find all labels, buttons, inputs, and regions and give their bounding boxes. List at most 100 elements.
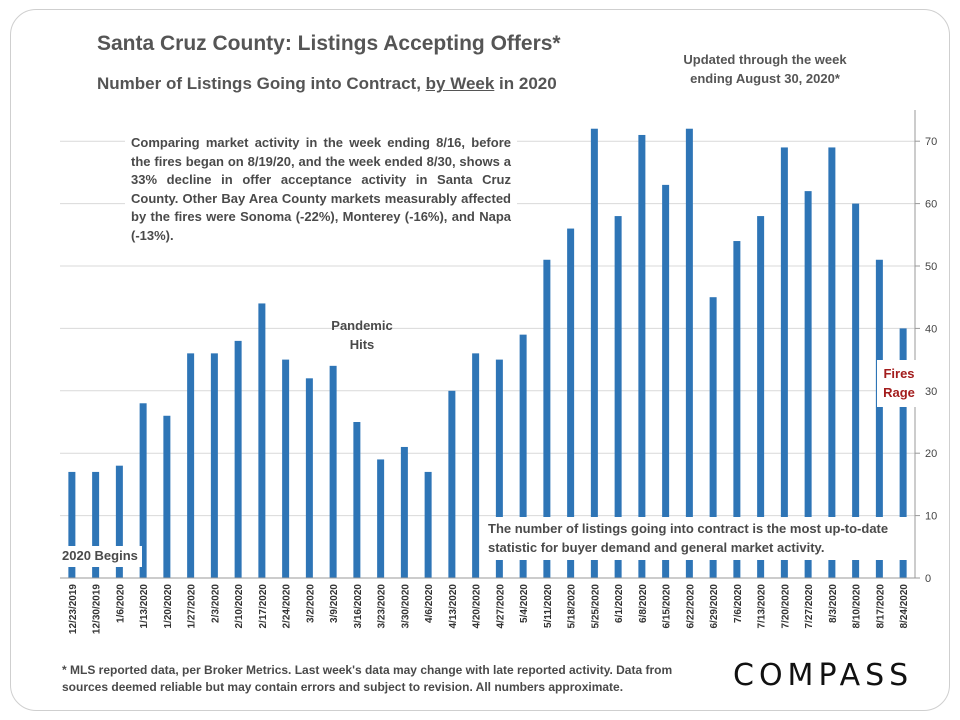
y-tick-label: 60: [925, 199, 937, 211]
y-tick-label: 40: [925, 323, 937, 335]
y-tick-label: 20: [925, 448, 937, 460]
bar: [139, 403, 147, 578]
x-tick-label: 2/17/2020: [258, 584, 269, 629]
bar: [804, 191, 812, 578]
fires-annotation: Fires Rage: [877, 360, 921, 407]
fires-line-2: Rage: [883, 384, 915, 400]
x-tick-label: 8/17/2020: [875, 584, 886, 629]
x-axis: 12/23/2019 12/30/2019 1/6/2020 1/13/2020 1/2…: [60, 577, 915, 634]
x-tick-label: 4/27/2020: [495, 584, 506, 629]
slide-frame: [10, 9, 950, 711]
bar: [852, 203, 860, 578]
x-tick-label: 7/20/2020: [780, 584, 791, 629]
bar: [68, 471, 76, 578]
bar: [495, 359, 503, 578]
x-tick-label: 7/6/2020: [733, 584, 744, 623]
bar: [282, 359, 290, 578]
bar: [329, 365, 337, 578]
x-tick-label: 4/6/2020: [424, 584, 435, 623]
y-tick-label: 0: [925, 573, 931, 585]
demand-annotation: The number of listings going into contra…: [482, 517, 914, 560]
x-tick-label: 2/10/2020: [234, 584, 245, 629]
y-tick-label: 30: [925, 386, 937, 398]
bar: [305, 378, 313, 578]
bar: [353, 422, 361, 578]
bar: [780, 147, 788, 578]
x-tick-label: 7/27/2020: [804, 584, 815, 629]
bar: [187, 353, 195, 578]
chart-subtitle: Number of Listings Going into Contract, …: [97, 74, 557, 94]
x-tick-label: 6/8/2020: [638, 584, 649, 623]
x-tick-label: 1/13/2020: [139, 584, 150, 629]
x-tick-label: 3/9/2020: [329, 584, 340, 623]
bar: [424, 471, 432, 578]
bar: [472, 353, 480, 578]
bar: [115, 465, 123, 578]
pandemic-line-1: Pandemic: [331, 318, 393, 333]
y-tick-label: 10: [925, 511, 937, 523]
bar: [875, 259, 883, 578]
updated-line-2: ending August 30, 2020*: [690, 71, 840, 86]
x-tick-label: 1/20/2020: [163, 584, 174, 629]
bar: [519, 334, 527, 578]
x-tick-label: 6/15/2020: [662, 584, 673, 629]
x-tick-label: 6/29/2020: [709, 584, 720, 629]
bar: [448, 390, 456, 578]
x-tick-label: 12/23/2019: [68, 584, 79, 634]
x-tick-label: 8/24/2020: [899, 584, 910, 629]
x-tick-label: 6/1/2020: [614, 584, 625, 623]
bar: [210, 353, 218, 578]
y-axis: 0 10 20 30 40 50 60 70: [914, 110, 937, 585]
bar: [709, 297, 717, 578]
footnote: * MLS reported data, per Broker Metrics.…: [62, 663, 673, 694]
fires-line-1: Fires: [883, 366, 915, 381]
bar: [828, 147, 836, 578]
bar: [567, 228, 575, 578]
bar: [590, 128, 598, 578]
x-tick-label: 4/13/2020: [448, 584, 459, 629]
bar: [258, 303, 266, 578]
x-tick-label: 3/16/2020: [353, 584, 364, 629]
bar: [234, 340, 242, 578]
x-tick-label: 5/4/2020: [519, 584, 530, 623]
begins-annotation: 2020 Begins: [58, 546, 142, 567]
x-tick-label: 5/25/2020: [590, 584, 601, 629]
x-tick-label: 12/30/2019: [92, 584, 103, 634]
x-tick-label: 2/3/2020: [210, 584, 221, 623]
pandemic-line-2: Hits: [349, 336, 375, 352]
bars: [68, 128, 907, 579]
x-tick-label: 2/24/2020: [282, 584, 293, 629]
bar: [638, 134, 646, 578]
x-tick-label: 7/13/2020: [757, 584, 768, 629]
x-tick-label: 3/2/2020: [305, 584, 316, 623]
bar: [614, 216, 622, 578]
y-tick-label: 70: [925, 136, 937, 148]
bar: [92, 471, 100, 578]
comparison-annotation: Comparing market activity in the week en…: [125, 130, 517, 249]
bar: [400, 446, 408, 578]
bar: [543, 259, 551, 578]
pandemic-annotation: Pandemic Hits: [322, 317, 402, 354]
bar: [685, 128, 693, 578]
bar: [163, 415, 171, 578]
x-tick-label: 8/3/2020: [828, 584, 839, 623]
y-tick-label: 50: [925, 261, 937, 273]
bar: [377, 459, 385, 578]
updated-line-1: Updated through the week: [683, 52, 847, 67]
x-tick-label: 5/18/2020: [567, 584, 578, 629]
bar: [662, 184, 670, 578]
x-tick-label: 6/22/2020: [685, 584, 696, 629]
bar: [733, 241, 741, 579]
x-tick-label: 3/23/2020: [377, 584, 388, 629]
compass-logo: COMPASS: [733, 658, 914, 693]
subtitle-underlined: by Week: [425, 74, 495, 93]
bar: [757, 216, 765, 578]
bar: [899, 328, 907, 578]
x-tick-label: 1/27/2020: [187, 584, 198, 629]
subtitle-suffix: in 2020: [494, 74, 557, 93]
x-tick-label: 5/11/2020: [543, 584, 554, 628]
x-tick-label: 4/20/2020: [472, 584, 483, 629]
updated-note: Updated through the week ending August 3…: [640, 50, 890, 88]
chart-title: Santa Cruz County: Listings Accepting Of…: [97, 32, 561, 55]
